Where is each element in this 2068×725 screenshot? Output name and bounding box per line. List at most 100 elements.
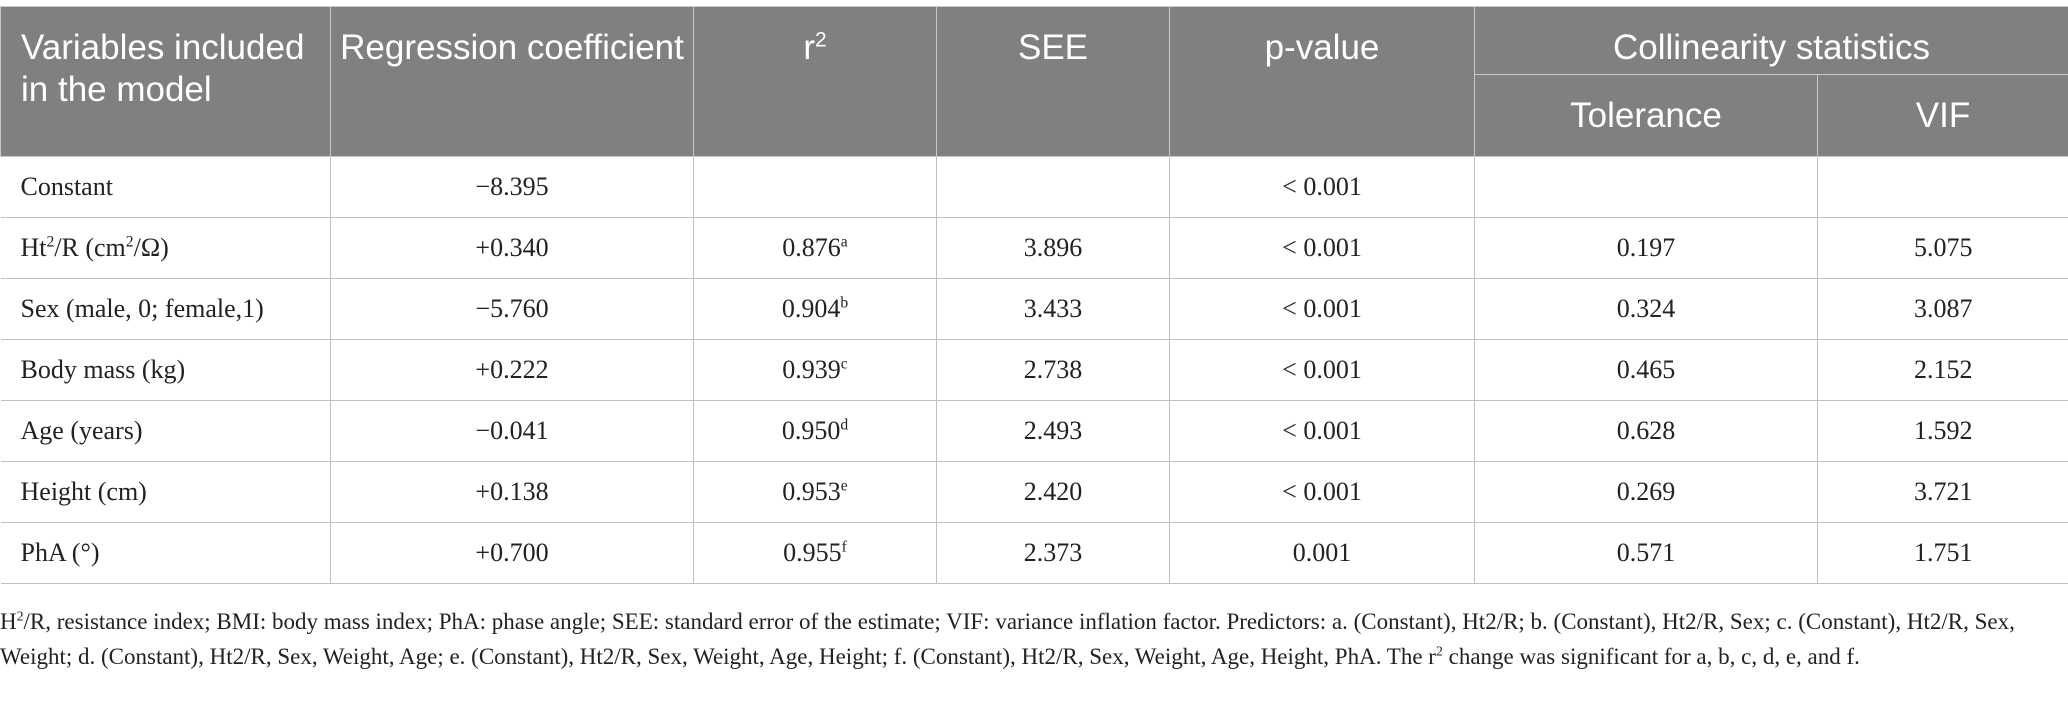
cell-r2-value: 0.876 xyxy=(782,233,841,262)
header-variables: Variables included in the model xyxy=(0,6,331,157)
cell-variable: Sex (male, 0; female,1) xyxy=(0,278,331,340)
cell-r2-value: 0.955 xyxy=(783,538,842,567)
cell-see: 3.433 xyxy=(936,278,1170,340)
cell-coefficient: +0.340 xyxy=(330,217,694,279)
cell-r2-value: 0.904 xyxy=(781,294,841,323)
cell-coefficient: +0.138 xyxy=(330,461,694,523)
header-pvalue: p-value xyxy=(1169,6,1475,157)
cell-r2: 0.950d xyxy=(693,400,937,462)
cell-pvalue: 0.001 xyxy=(1169,522,1475,584)
regression-table-container: Variables included in the model Regressi… xyxy=(0,6,2068,584)
cell-r2-value: 0.953 xyxy=(782,477,841,506)
cell-coefficient: −8.395 xyxy=(330,156,694,218)
cell-tolerance xyxy=(1474,156,1818,218)
footnote-part: /R, resistance index; BMI: body mass ind… xyxy=(0,609,2015,669)
cell-r2: 0.953e xyxy=(693,461,937,523)
cell-variable-text: Body mass (kg) xyxy=(20,355,186,384)
cell-see: 2.493 xyxy=(936,400,1170,462)
cell-see xyxy=(936,156,1170,218)
cell-variable: Age (years) xyxy=(0,400,331,462)
cell-r2-footnote-mark: a xyxy=(840,233,848,251)
header-tolerance: Tolerance xyxy=(1474,74,1818,157)
cell-see: 2.420 xyxy=(936,461,1170,523)
cell-r2-footnote-mark: b xyxy=(840,294,849,312)
cell-pvalue: < 0.001 xyxy=(1169,339,1475,401)
cell-coefficient: +0.222 xyxy=(330,339,694,401)
cell-variable: PhA (°) xyxy=(0,522,331,584)
cell-variable: Height (cm) xyxy=(0,461,331,523)
table-header: Variables included in the model Regressi… xyxy=(0,6,2068,157)
cell-r2-footnote-mark: e xyxy=(840,477,848,495)
cell-r2: 0.955f xyxy=(693,522,937,584)
header-r2-sup: 2 xyxy=(814,28,827,52)
cell-tolerance: 0.571 xyxy=(1474,522,1818,584)
cell-pvalue: < 0.001 xyxy=(1169,156,1475,218)
table-row: Sex (male, 0; female,1) −5.760 0.904b 3.… xyxy=(0,278,2068,340)
cell-vif: 3.721 xyxy=(1816,461,2068,523)
cell-variable: Body mass (kg) xyxy=(0,339,331,401)
header-r2: r2 xyxy=(693,6,937,157)
cell-r2 xyxy=(693,156,937,218)
cell-variable-text: Ht xyxy=(20,233,47,262)
cell-vif: 2.152 xyxy=(1816,339,2068,401)
cell-tolerance: 0.197 xyxy=(1474,217,1818,279)
cell-r2: 0.904b xyxy=(693,278,937,340)
header-collinearity: Collinearity statistics xyxy=(1473,6,2068,75)
cell-tolerance: 0.269 xyxy=(1474,461,1818,523)
footnote-text: H2/R, resistance index; BMI: body mass i… xyxy=(0,604,2068,674)
cell-r2-value: 0.950 xyxy=(781,416,841,445)
cell-variable: Constant xyxy=(0,156,331,218)
header-vif: VIF xyxy=(1816,74,2068,157)
cell-coefficient: +0.700 xyxy=(330,522,694,584)
table-row: Constant −8.395 < 0.001 xyxy=(0,156,2068,218)
header-r2-base: r xyxy=(803,28,815,67)
table-row: Age (years) −0.041 0.950d 2.493 < 0.001 … xyxy=(0,400,2068,462)
table-body: Constant −8.395 < 0.001 Ht2/R (cm2/Ω) +0… xyxy=(0,156,2068,584)
footnote-part: change was significant for a, b, c, d, e… xyxy=(1442,644,1860,669)
cell-see: 3.896 xyxy=(936,217,1170,279)
cell-pvalue: < 0.001 xyxy=(1169,217,1475,279)
cell-pvalue: < 0.001 xyxy=(1169,278,1475,340)
cell-variable-sup: 2 xyxy=(46,233,55,251)
cell-variable-text: Constant xyxy=(20,172,113,201)
cell-see: 2.373 xyxy=(936,522,1170,584)
cell-variable-text: Sex (male, 0; female,1) xyxy=(20,294,264,323)
table-row: Body mass (kg) +0.222 0.939c 2.738 < 0.0… xyxy=(0,339,2068,401)
cell-pvalue: < 0.001 xyxy=(1169,461,1475,523)
cell-variable-text: PhA (°) xyxy=(20,538,100,567)
footnote-sup: 2 xyxy=(16,608,24,624)
table-row: Ht2/R (cm2/Ω) +0.340 0.876a 3.896 < 0.00… xyxy=(0,217,2068,279)
cell-variable-text: Age (years) xyxy=(20,416,143,445)
cell-r2-footnote-mark: f xyxy=(841,538,847,556)
cell-vif: 1.592 xyxy=(1816,400,2068,462)
cell-tolerance: 0.628 xyxy=(1474,400,1818,462)
cell-variable-text: /R (cm xyxy=(54,233,126,262)
cell-vif: 1.751 xyxy=(1816,522,2068,584)
cell-see: 2.738 xyxy=(936,339,1170,401)
cell-pvalue: < 0.001 xyxy=(1169,400,1475,462)
footnote-part: H xyxy=(0,609,17,634)
footnote-sup: 2 xyxy=(1435,643,1443,659)
table-footnote: H2/R, resistance index; BMI: body mass i… xyxy=(0,604,2068,674)
cell-vif: 5.075 xyxy=(1816,217,2068,279)
header-see: SEE xyxy=(936,6,1170,157)
cell-r2: 0.939c xyxy=(693,339,937,401)
table-row: PhA (°) +0.700 0.955f 2.373 0.001 0.571 … xyxy=(0,522,2068,584)
cell-r2: 0.876a xyxy=(693,217,937,279)
cell-tolerance: 0.324 xyxy=(1474,278,1818,340)
cell-variable-text: Height (cm) xyxy=(20,477,147,506)
cell-variable-sup: 2 xyxy=(125,233,134,251)
header-coefficient: Regression coefficient xyxy=(330,6,694,157)
cell-r2-value: 0.939 xyxy=(782,355,841,384)
cell-r2-footnote-mark: d xyxy=(840,416,849,434)
cell-coefficient: −5.760 xyxy=(330,278,694,340)
cell-variable-text: /Ω) xyxy=(133,233,169,262)
cell-vif xyxy=(1816,156,2068,218)
cell-vif: 3.087 xyxy=(1816,278,2068,340)
cell-r2-footnote-mark: c xyxy=(840,355,848,373)
regression-table: Variables included in the model Regressi… xyxy=(0,6,2068,584)
cell-tolerance: 0.465 xyxy=(1474,339,1818,401)
table-row: Height (cm) +0.138 0.953e 2.420 < 0.001 … xyxy=(0,461,2068,523)
cell-coefficient: −0.041 xyxy=(330,400,694,462)
cell-variable: Ht2/R (cm2/Ω) xyxy=(0,217,331,279)
